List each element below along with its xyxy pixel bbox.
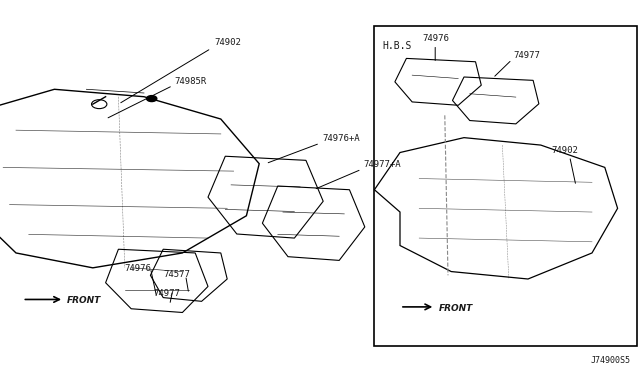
Text: 74976: 74976: [125, 264, 152, 273]
Text: 74976: 74976: [422, 34, 449, 43]
Text: H.B.S: H.B.S: [382, 41, 412, 51]
Text: 74977: 74977: [154, 289, 180, 298]
Text: 74977+A: 74977+A: [364, 160, 401, 169]
Text: 74902: 74902: [214, 38, 241, 46]
Text: FRONT: FRONT: [438, 304, 473, 312]
Text: 74977: 74977: [513, 51, 540, 60]
Text: J74900S5: J74900S5: [590, 356, 630, 365]
Text: 74577: 74577: [163, 270, 190, 279]
Circle shape: [147, 96, 157, 102]
Bar: [374, 26, 637, 346]
Text: 74976+A: 74976+A: [322, 134, 360, 143]
Text: 74985R: 74985R: [174, 77, 206, 86]
Text: FRONT: FRONT: [67, 296, 102, 305]
Text: 74902: 74902: [552, 147, 579, 155]
